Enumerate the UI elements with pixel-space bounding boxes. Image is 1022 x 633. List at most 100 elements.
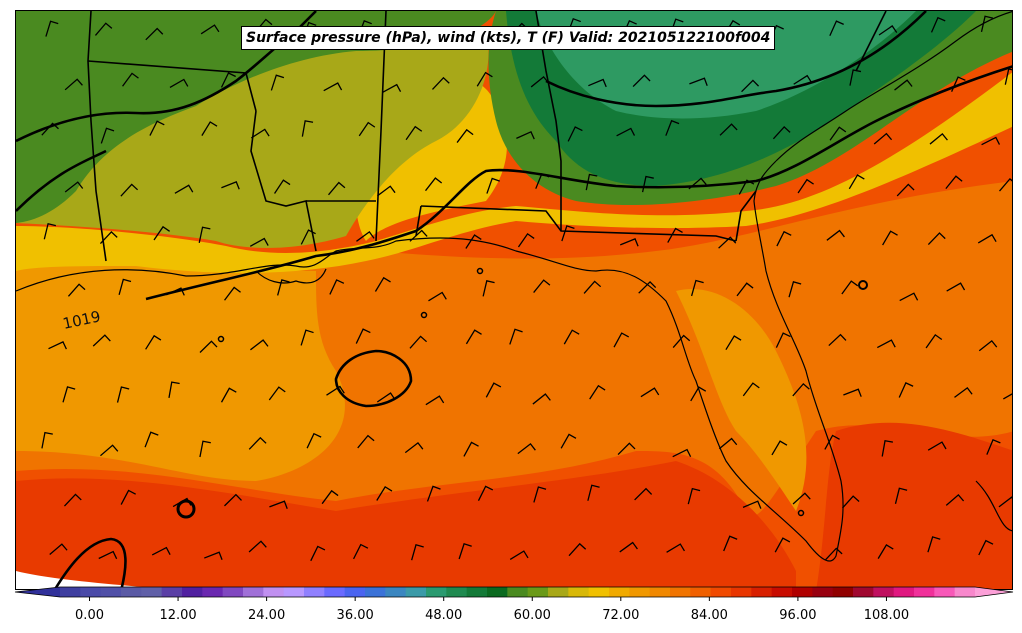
wind-barb [250,339,269,351]
colorbar-segment [80,587,102,597]
state-borders [87,11,887,262]
wind-barbs [41,15,1012,562]
wind-barb [725,335,742,351]
wind-barb [533,486,547,503]
wind-barb [878,25,898,36]
wind-barb [204,551,223,560]
wind-barb [122,72,139,87]
no-data-region [16,571,165,589]
wind-barb [98,550,118,560]
wind-barb [634,487,653,501]
wind-barb [477,485,494,501]
colorbar-segment [141,587,163,597]
wind-barb [792,382,810,397]
wind-barb [62,386,76,403]
wind-barb [945,175,963,190]
wind-barb [428,291,447,302]
colorbar-segment [263,587,285,597]
wind-barb [376,392,396,403]
colorbar-tick-label: 72.00 [602,608,640,623]
wind-barb [881,439,894,457]
wind-barb [641,175,654,193]
wind-barb [269,500,288,509]
wind-barb [568,542,587,557]
colorbar-segment [812,587,834,597]
colorbar-segment [710,587,732,597]
wind-barb [382,83,402,93]
wind-barb [848,174,865,190]
wind-barb [946,282,966,292]
colorbar-segment [792,587,813,597]
coastlines [16,11,1012,562]
colorbar-segment [365,587,386,597]
wind-barb [793,74,813,85]
wind-barb [638,280,657,294]
wind-barb [613,332,630,348]
wind-barb [632,74,651,88]
wind-barb [981,136,1001,146]
wind-barb [775,332,791,348]
wind-barb [248,436,267,450]
wind-barb [404,441,424,454]
colorbar-segment [222,587,244,597]
wind-barb [882,230,898,246]
wind-barb [690,279,704,297]
wind-barb [41,122,59,136]
wind-barb [877,339,896,349]
wind-barb [323,82,343,92]
wind-barb [277,279,290,296]
wind-barb [145,334,162,350]
wind-barb [220,387,237,403]
colorbar-over-arrow [975,587,1013,597]
wind-barb [567,126,583,142]
wind-barb [560,433,577,449]
wind-barb [405,125,423,141]
wind-barb [828,333,847,347]
colorbar-tick-label: 108.00 [863,608,910,623]
colorbar-segment [568,587,590,597]
wind-barb [482,280,495,297]
wind-barb [172,497,192,508]
isobars-small [176,267,868,519]
colorbar-segment [609,587,630,597]
wind-barb [377,185,396,197]
wind-barb [561,225,575,242]
colorbar-segment [629,587,651,597]
wind-barb [951,76,966,92]
wind-barb [376,485,393,501]
wind-barb [927,232,946,246]
wind-barb [301,120,314,137]
wind-barb [374,276,391,292]
wind-barb [563,329,580,345]
wind-barb [617,442,636,456]
wind-barb [199,440,211,458]
wind-barb [174,184,194,194]
wind-barb [788,281,802,298]
wind-barb [824,434,840,450]
wind-barb [357,434,375,449]
wind-barb [116,386,130,403]
wind-barb [719,123,738,136]
wind-barb [826,229,845,241]
wind-barb [221,181,240,190]
colorbar-tick-label: 24.00 [248,608,286,623]
wind-barb [198,226,211,244]
wind-barb [925,333,943,349]
wind-barb [516,130,535,140]
wind-barb [738,179,755,195]
wind-barb [585,173,598,191]
wind-barb [896,183,915,197]
wind-barb [619,541,638,553]
wind-barb [465,234,482,249]
wind-barb [485,382,502,398]
wind-barb [356,230,375,242]
map-title: Surface pressure (hPa), wind (kts), T (F… [241,26,776,50]
wind-barb [619,238,639,247]
wind-barb [688,177,707,190]
wind-barb [432,76,450,90]
colorbar-under-arrow [15,587,60,597]
wind-barb [930,16,946,33]
wind-barb [588,78,607,88]
colorbar-segment [426,587,447,597]
wind-barb [426,485,441,502]
